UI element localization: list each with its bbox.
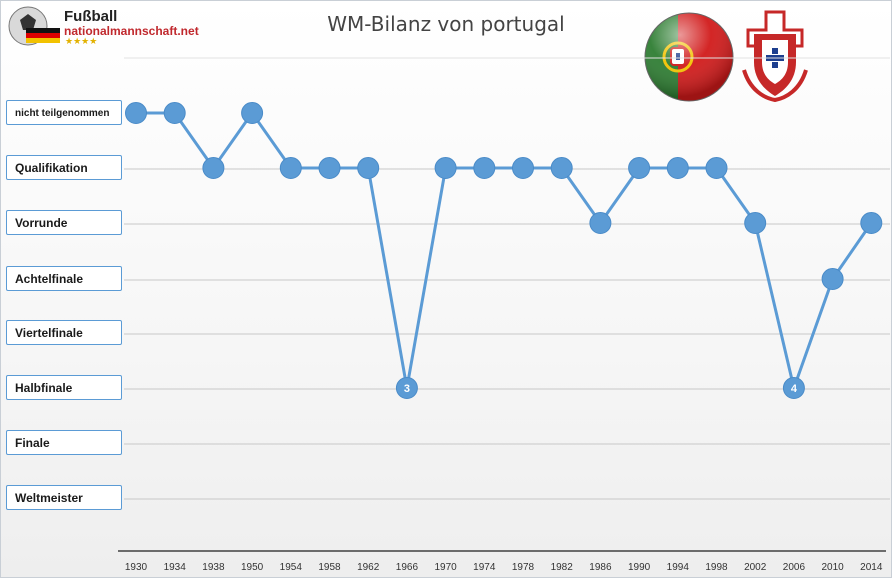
data-label: 3: [404, 383, 410, 395]
x-tick-label: 1930: [125, 562, 148, 573]
x-tick-label: 1958: [318, 562, 341, 573]
series-line: [136, 111, 873, 390]
data-point: [395, 377, 418, 399]
data-point: [473, 157, 496, 179]
x-tick-label: 1994: [667, 562, 690, 573]
x-tick-label: 1974: [473, 562, 496, 573]
x-tick-label: 1990: [628, 562, 651, 573]
portugal-flag-icon: [644, 12, 734, 102]
fpf-crest-icon: [742, 10, 808, 102]
x-tick-label: 1998: [705, 562, 728, 573]
category-label: Weltmeister: [6, 485, 122, 510]
x-tick-label: 1970: [434, 562, 457, 573]
category-label: Achtelfinale: [6, 266, 122, 291]
data-point: [782, 377, 805, 399]
data-point: [821, 268, 844, 290]
site-logo: Fußball nationalmannschaft.net ★★★★: [6, 4, 199, 48]
x-tick-label: 1938: [202, 562, 225, 573]
data-point: [705, 157, 728, 179]
x-tick-label: 1978: [512, 562, 535, 573]
data-point: [357, 157, 380, 179]
data-point: [628, 157, 651, 179]
x-tick-label: 1954: [280, 562, 303, 573]
data-point: [163, 102, 186, 124]
category-label: Viertelfinale: [6, 320, 122, 345]
x-tick-label: 1934: [164, 562, 187, 573]
logo-line-1: Fußball: [64, 8, 118, 25]
x-tick-label: 1966: [396, 562, 419, 573]
category-label: Vorrunde: [6, 210, 122, 235]
data-point: [125, 102, 147, 124]
data-point: [434, 157, 457, 179]
logo-stars: ★★★★: [65, 36, 98, 46]
category-label: Finale: [6, 430, 122, 455]
category-label: nicht teilgenommen: [6, 100, 122, 125]
soccer-ball-flag-icon: [8, 6, 60, 46]
x-tick-label: 2002: [744, 562, 767, 573]
x-tick-label: 1950: [241, 562, 264, 573]
data-point: [550, 157, 573, 179]
category-label: Halbfinale: [6, 375, 122, 400]
data-point: [512, 157, 534, 179]
x-tick-label: 2006: [783, 562, 806, 573]
data-point: [744, 212, 767, 234]
x-tick-label: 2014: [860, 562, 883, 573]
data-point: [666, 157, 689, 179]
chart-title: WM-Bilanz von portugal: [327, 12, 565, 36]
data-point: [241, 102, 264, 124]
data-point: [318, 157, 341, 179]
x-tick-label: 1982: [551, 562, 574, 573]
logo-line-2: nationalmannschaft.net: [64, 24, 199, 38]
x-tick-label: 1962: [357, 562, 380, 573]
x-tick-label: 1986: [589, 562, 612, 573]
data-label: 4: [791, 383, 798, 395]
data-point: [202, 157, 225, 179]
data-point: [279, 157, 302, 179]
data-point: [860, 212, 883, 234]
data-point: [589, 212, 612, 234]
x-tick-label: 2010: [821, 562, 844, 573]
category-label: Qualifikation: [6, 155, 122, 180]
